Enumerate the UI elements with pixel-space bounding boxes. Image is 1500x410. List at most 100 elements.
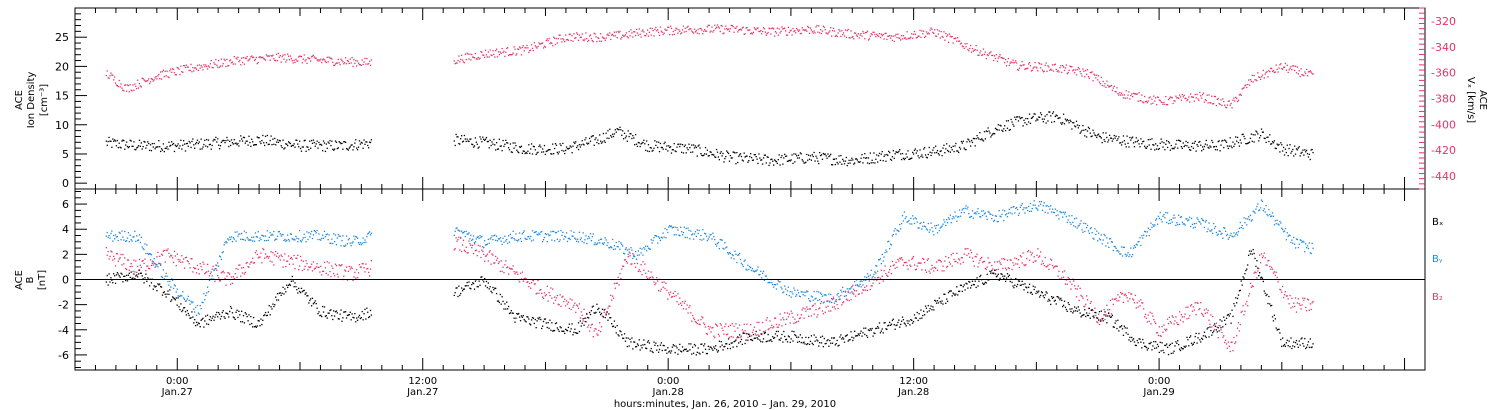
bz-series-point	[1126, 297, 1128, 299]
vx-series-point	[1219, 103, 1221, 106]
vx-series-point	[210, 59, 212, 62]
bz-series-point	[660, 288, 663, 290]
by-series-point	[887, 241, 889, 243]
density-series-point	[133, 141, 135, 143]
vx-series-point	[1185, 97, 1187, 100]
vx-series-point	[183, 64, 186, 67]
bz-series-point	[576, 305, 579, 307]
vx-series-point	[851, 36, 853, 39]
bz-series-point	[768, 328, 770, 330]
by-series-point	[296, 237, 298, 239]
bz-series-point	[614, 287, 616, 289]
bx-series-point	[110, 277, 112, 279]
bz-series-point	[580, 311, 582, 313]
density-series-point	[1145, 147, 1148, 149]
bz-series-point	[264, 257, 266, 259]
by-series-point	[1145, 235, 1148, 237]
density-series-point	[1027, 121, 1030, 123]
bz-series-point	[330, 275, 332, 278]
density-series-point	[277, 141, 280, 144]
by-series-point	[652, 239, 654, 242]
vx-series-point	[489, 49, 491, 51]
by-series-point	[213, 269, 215, 272]
by-series-point	[902, 220, 905, 222]
vx-series-point	[1148, 97, 1150, 99]
density-series-point	[683, 145, 686, 148]
density-series-point	[819, 154, 822, 157]
bz-series-point	[968, 253, 970, 255]
bz-series-point	[907, 268, 909, 270]
bx-series-point	[154, 286, 156, 288]
bz-series-point	[1236, 327, 1239, 329]
bz-series-point	[1004, 258, 1006, 261]
vx-series-point	[1003, 57, 1005, 60]
vx-series-point	[813, 30, 815, 32]
by-series-point	[578, 231, 581, 233]
by-series-point	[629, 252, 631, 254]
bz-series-point	[963, 253, 965, 255]
density-series-point	[656, 141, 658, 143]
vx-series-point	[616, 37, 618, 39]
bz-series-point	[725, 323, 727, 325]
by-series-point	[239, 233, 241, 235]
vx-series-point	[703, 30, 705, 32]
vx-series-point	[264, 59, 267, 61]
bz-series-point	[751, 331, 754, 334]
bz-series-point	[1012, 262, 1014, 264]
by-series-point	[940, 226, 942, 228]
bz-series-point	[530, 287, 532, 289]
bz-series-point	[930, 268, 932, 270]
vx-series-point	[796, 29, 799, 31]
by-series-point	[462, 232, 465, 234]
density-series-point	[1220, 144, 1222, 146]
vx-series-point	[219, 65, 222, 67]
by-series-point	[1169, 222, 1172, 225]
vx-series-point	[853, 38, 855, 40]
bz-series-point	[541, 292, 543, 294]
bx-series-point	[143, 282, 145, 284]
vx-series-point	[307, 57, 309, 59]
vx-series-point	[288, 58, 291, 61]
density-series-point	[631, 137, 633, 140]
by-series-point	[139, 241, 142, 244]
vx-series-point	[840, 35, 842, 38]
density-series-point	[552, 143, 554, 145]
density-series-point	[712, 153, 714, 156]
density-series-point	[596, 141, 598, 144]
by-series-point	[1026, 207, 1028, 209]
bz-series-point	[775, 323, 778, 326]
bz-series-point	[122, 253, 124, 256]
density-series-point	[200, 138, 202, 140]
bz-series-point	[848, 299, 850, 302]
bz-series-point	[716, 325, 719, 327]
by-series-point	[472, 238, 474, 240]
vx-series-point	[657, 29, 659, 31]
bz-series-point	[187, 260, 189, 263]
density-series-point	[562, 142, 564, 145]
by-series-point	[1053, 211, 1056, 214]
bz-series-point	[1065, 279, 1068, 281]
by-series-point	[121, 230, 123, 232]
by-series-point	[302, 237, 304, 239]
by-series-point	[842, 290, 845, 293]
vx-series-point	[802, 29, 804, 31]
by-series-point	[673, 234, 675, 236]
bz-series-point	[1174, 320, 1176, 322]
bz-series-point	[1127, 300, 1129, 302]
bx-series-point	[130, 271, 132, 273]
vx-series-point	[1037, 70, 1039, 72]
vx-series-point	[757, 27, 759, 29]
bz-series-point	[868, 280, 871, 282]
by-series-point	[1119, 253, 1121, 255]
vx-series-point	[353, 59, 355, 61]
bz-series-point	[194, 267, 197, 270]
density-series-point	[779, 164, 781, 166]
density-series-point	[118, 142, 120, 144]
bz-series-point	[933, 270, 935, 272]
bz-series-point	[1177, 323, 1179, 326]
vx-series-point	[1121, 94, 1124, 96]
vx-series-point	[942, 36, 944, 38]
bz-series-point	[286, 260, 288, 262]
bz-series-point	[136, 271, 138, 274]
bz-series-point	[992, 268, 994, 270]
